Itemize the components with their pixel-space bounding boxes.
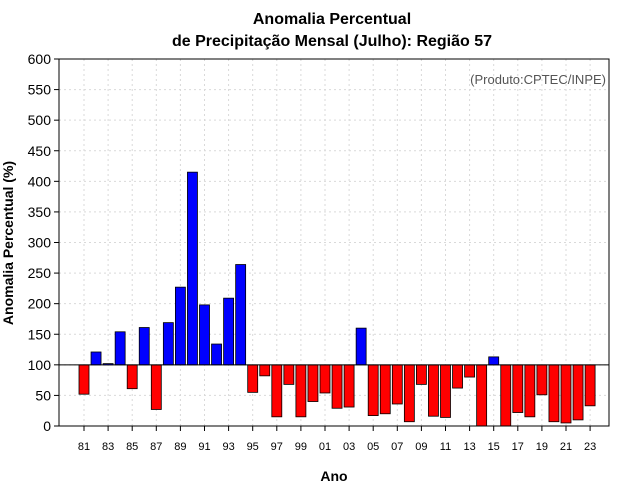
bar-87 xyxy=(150,364,162,410)
bar-98 xyxy=(283,364,295,385)
x-axis-ticks: 81 83 85 87 89 91 93 95 97 99 01 03 05 07 09 11 13 15 17 19… xyxy=(78,426,596,453)
x-tick-label: 07 xyxy=(391,441,403,453)
bar-89 xyxy=(174,286,186,366)
bar-07 xyxy=(391,364,403,405)
y-axis-label: Anomalia Percentual (%) xyxy=(0,161,16,325)
x-axis-label: Ano xyxy=(320,468,347,484)
bar-95 xyxy=(247,364,259,393)
bar-88 xyxy=(162,322,174,366)
bar-93 xyxy=(223,297,235,366)
bar-14 xyxy=(476,364,488,427)
bar-series xyxy=(78,171,596,427)
y-tick-label: 600 xyxy=(28,51,52,67)
y-tick-label: 200 xyxy=(28,296,52,312)
chart-title-line2: de Precipitação Mensal (Julho): Região 5… xyxy=(172,33,492,50)
y-axis-ticks: 0 50 100 150 200 250 300 350 400 450 500 550 600 xyxy=(28,51,59,434)
bar-86 xyxy=(138,327,150,366)
bar-13 xyxy=(464,364,476,378)
x-tick-label: 13 xyxy=(463,441,475,453)
y-tick-label: 350 xyxy=(28,204,52,220)
credit-text: (Produto:CPTEC/INPE) xyxy=(470,72,606,87)
x-tick-label: 87 xyxy=(150,441,162,453)
x-tick-label: 03 xyxy=(343,441,355,453)
bar-23 xyxy=(584,364,596,407)
bar-21 xyxy=(560,364,572,424)
y-tick-label: 400 xyxy=(28,173,52,189)
bar-85 xyxy=(126,364,138,390)
bar-03 xyxy=(343,364,355,408)
bar-06 xyxy=(379,364,391,415)
y-tick-label: 250 xyxy=(28,265,52,281)
x-tick-label: 95 xyxy=(247,441,259,453)
bar-81 xyxy=(78,364,90,395)
x-tick-label: 89 xyxy=(174,441,186,453)
x-tick-label: 99 xyxy=(295,441,307,453)
y-tick-label: 500 xyxy=(28,112,52,128)
x-tick-label: 19 xyxy=(536,441,548,453)
bar-18 xyxy=(524,364,536,418)
x-tick-label: 17 xyxy=(512,441,524,453)
bar-17 xyxy=(512,364,524,413)
x-tick-label: 21 xyxy=(560,441,572,453)
bar-16 xyxy=(500,364,512,427)
bar-05 xyxy=(367,364,379,417)
bar-00 xyxy=(307,364,319,402)
bar-99 xyxy=(295,364,307,418)
x-tick-label: 85 xyxy=(126,441,138,453)
bar-15 xyxy=(488,356,500,366)
bar-04 xyxy=(355,327,367,366)
x-tick-label: 83 xyxy=(102,441,114,453)
bar-12 xyxy=(452,364,463,389)
bar-97 xyxy=(271,364,283,418)
x-tick-label: 11 xyxy=(440,441,451,453)
bar-92 xyxy=(211,343,222,366)
bar-11 xyxy=(440,364,451,418)
bar-82 xyxy=(90,351,102,366)
y-tick-label: 550 xyxy=(28,82,52,98)
x-tick-label: 23 xyxy=(584,441,596,453)
bar-10 xyxy=(428,364,439,417)
bar-08 xyxy=(403,364,415,423)
bar-20 xyxy=(548,364,560,423)
x-tick-label: 91 xyxy=(198,441,210,453)
x-tick-label: 01 xyxy=(319,441,331,453)
bar-01 xyxy=(319,364,331,394)
bar-22 xyxy=(572,364,584,421)
y-tick-label: 450 xyxy=(28,143,52,159)
bar-94 xyxy=(235,264,247,366)
bar-19 xyxy=(536,364,548,396)
chart-title-line1: Anomalia Percentual xyxy=(253,11,411,28)
x-tick-label: 97 xyxy=(271,441,283,453)
x-tick-label: 15 xyxy=(488,441,500,453)
y-tick-label: 50 xyxy=(35,387,51,403)
y-tick-label: 300 xyxy=(28,235,52,251)
bar-96 xyxy=(259,364,271,377)
x-tick-label: 93 xyxy=(222,441,234,453)
x-tick-label: 81 xyxy=(78,441,90,453)
bar-90 xyxy=(187,171,198,366)
y-tick-label: 100 xyxy=(28,357,52,373)
y-tick-label: 150 xyxy=(28,326,52,342)
y-tick-label: 0 xyxy=(43,418,51,434)
bar-91 xyxy=(199,304,210,366)
x-tick-label: 05 xyxy=(367,441,379,453)
bar-02 xyxy=(331,364,343,409)
bar-84 xyxy=(114,331,126,366)
bar-09 xyxy=(415,364,427,385)
x-tick-label: 09 xyxy=(415,441,427,453)
